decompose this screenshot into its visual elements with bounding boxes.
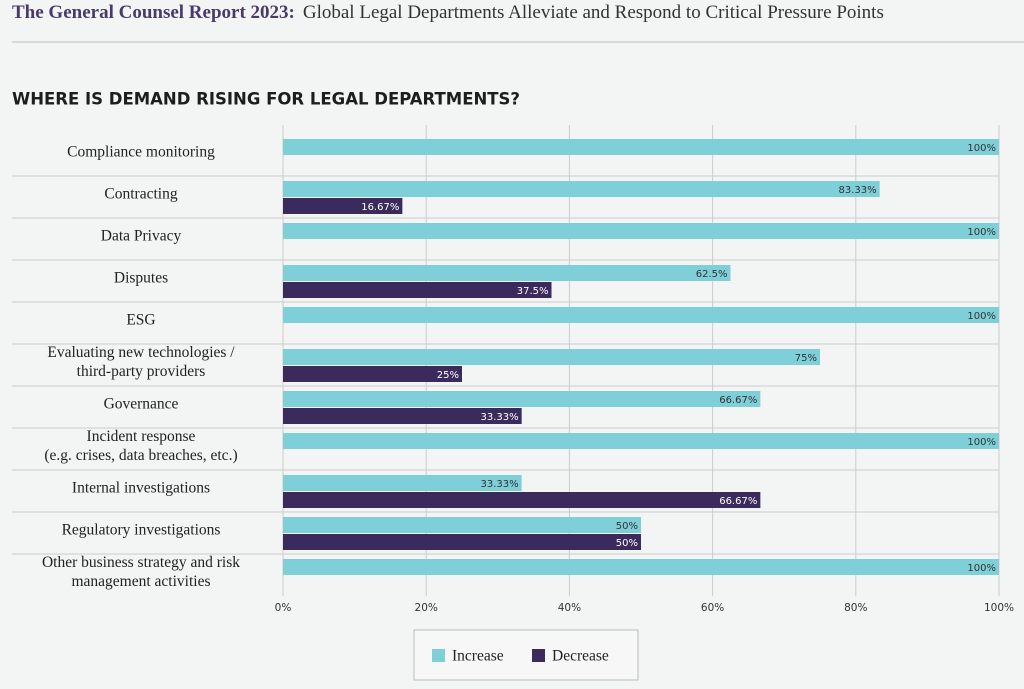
value-label: 83.33% — [839, 185, 877, 196]
x-tick-label: 60% — [701, 602, 724, 614]
bar — [283, 265, 731, 281]
bar — [283, 475, 522, 491]
bar — [283, 282, 552, 298]
bar — [283, 534, 641, 550]
header: The General Counsel Report 2023: Global L… — [12, 2, 884, 24]
bar — [283, 223, 999, 239]
value-label: 37.5% — [517, 286, 549, 297]
value-label: 50% — [616, 521, 638, 532]
value-label: 100% — [967, 227, 996, 238]
bar — [283, 366, 462, 382]
bar — [283, 391, 761, 407]
value-label: 75% — [795, 353, 817, 364]
category-label: Compliance monitoring — [67, 143, 215, 161]
value-label: 25% — [437, 370, 459, 381]
bar — [283, 433, 999, 449]
bar — [283, 307, 999, 323]
bar — [283, 181, 880, 197]
bar — [283, 198, 403, 214]
header-brand: The General Counsel Report 2023: — [12, 2, 295, 23]
category-label: Evaluating new technologies / third-part… — [47, 344, 235, 380]
legend-box — [413, 629, 639, 681]
value-label: 33.33% — [481, 412, 519, 423]
bar — [283, 408, 522, 424]
bar — [283, 492, 761, 508]
value-label: 100% — [967, 563, 996, 574]
x-tick-label: 20% — [415, 602, 438, 614]
bar — [283, 559, 999, 575]
x-tick-label: 80% — [844, 602, 867, 614]
value-label: 33.33% — [481, 479, 519, 490]
category-label: Contracting — [104, 185, 178, 203]
category-label: Disputes — [113, 269, 169, 287]
legend-swatch — [432, 649, 445, 662]
value-label: 16.67% — [361, 202, 399, 213]
legend-swatch — [532, 649, 545, 662]
header-subtitle: Global Legal Departments Alleviate and R… — [302, 2, 884, 23]
category-label: Regulatory investigations — [61, 521, 221, 539]
bar — [283, 517, 641, 533]
x-tick-label: 40% — [558, 602, 581, 614]
value-label: 66.67% — [719, 395, 757, 406]
value-label: 100% — [967, 143, 996, 154]
legend-label: Decrease — [552, 648, 609, 665]
value-label: 62.5% — [696, 269, 728, 280]
legend-label: Increase — [452, 648, 504, 665]
category-label: Internal investigations — [71, 479, 211, 497]
value-label: 50% — [616, 538, 638, 549]
chart-title: WHERE IS DEMAND RISING FOR LEGAL DEPARTM… — [12, 90, 520, 109]
category-label: Governance — [103, 395, 179, 413]
bar — [283, 349, 820, 365]
value-label: 100% — [967, 311, 996, 322]
category-label: Data Privacy — [100, 227, 182, 245]
category-label: Incident response (e.g. crises, data bre… — [44, 428, 238, 464]
x-tick-label: 0% — [275, 602, 292, 614]
value-label: 66.67% — [719, 496, 757, 507]
category-label: Other business strategy and risk managem… — [41, 554, 241, 590]
category-label: ESG — [126, 311, 156, 329]
value-label: 100% — [967, 437, 996, 448]
bar — [283, 139, 999, 155]
x-tick-label: 100% — [984, 602, 1014, 614]
